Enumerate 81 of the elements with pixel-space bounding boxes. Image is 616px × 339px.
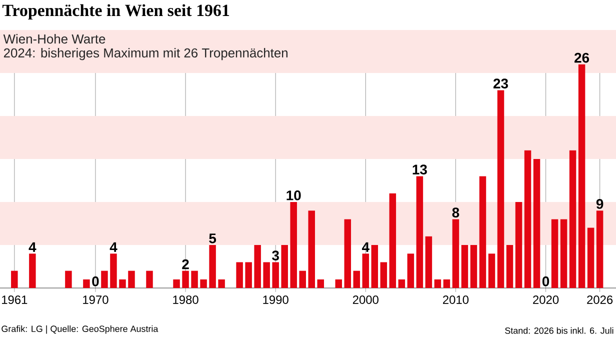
x-tick-label: 2000 bbox=[352, 296, 378, 304]
data-label: 23 bbox=[493, 78, 508, 89]
bar bbox=[371, 245, 378, 288]
data-label: 9 bbox=[596, 199, 604, 209]
bar bbox=[524, 150, 532, 288]
bar bbox=[128, 270, 135, 288]
x-tick-label: 1961 bbox=[2, 296, 28, 304]
bar bbox=[182, 270, 189, 288]
data-label: 4 bbox=[110, 242, 118, 252]
bar bbox=[434, 279, 442, 288]
bar bbox=[272, 262, 279, 288]
x-tick-label: 1990 bbox=[263, 296, 288, 304]
bar bbox=[344, 219, 352, 288]
annotation: Wien-Hohe Warte bbox=[3, 34, 106, 44]
bar bbox=[479, 176, 486, 288]
bar bbox=[254, 245, 261, 288]
bar bbox=[416, 176, 424, 288]
bar bbox=[218, 279, 225, 288]
x-tick-label: 2020 bbox=[533, 296, 559, 304]
data-label: 2 bbox=[182, 259, 189, 270]
bar bbox=[191, 270, 198, 288]
bar bbox=[110, 254, 117, 288]
bar bbox=[290, 202, 297, 288]
data-label: 3 bbox=[272, 250, 279, 261]
data-label: 8 bbox=[452, 208, 460, 218]
bar bbox=[443, 279, 450, 288]
data-label: 0 bbox=[542, 276, 550, 286]
bar bbox=[497, 90, 504, 288]
bar bbox=[83, 279, 90, 288]
text: Stand: 2026 bis inkl. 6. Juli bbox=[505, 327, 614, 334]
bar bbox=[515, 202, 522, 288]
bar bbox=[101, 270, 108, 288]
bar bbox=[335, 279, 342, 288]
bar bbox=[281, 245, 288, 288]
bar bbox=[596, 210, 604, 288]
bar bbox=[236, 262, 243, 288]
data-label: 13 bbox=[412, 164, 427, 175]
bar bbox=[551, 219, 558, 288]
annotation: 2024: bisheriges Maximum mit 26 Tropennächten bbox=[4, 48, 288, 60]
x-tick-label: 1970 bbox=[83, 296, 108, 304]
bar bbox=[11, 270, 18, 288]
x-tick-label: 1980 bbox=[173, 296, 198, 304]
bar bbox=[470, 245, 478, 288]
chart-title: Tropennächte in Wien seit 1961 bbox=[2, 4, 230, 20]
bar bbox=[263, 262, 270, 288]
bar bbox=[380, 262, 388, 288]
bar bbox=[506, 245, 514, 288]
bar bbox=[569, 150, 576, 288]
data-label: 4 bbox=[362, 242, 370, 252]
bar bbox=[560, 219, 568, 288]
bar bbox=[29, 254, 36, 288]
bar bbox=[308, 210, 315, 288]
bar bbox=[65, 270, 72, 288]
bar bbox=[353, 270, 360, 288]
bar bbox=[587, 228, 594, 288]
bar bbox=[425, 236, 432, 288]
bar bbox=[317, 279, 324, 288]
data-label: 5 bbox=[209, 234, 216, 244]
bar bbox=[578, 64, 586, 288]
bar bbox=[461, 245, 468, 288]
x-tick-label: 2010 bbox=[443, 296, 469, 304]
bar bbox=[362, 254, 370, 288]
bar bbox=[389, 193, 396, 288]
bar bbox=[398, 279, 406, 288]
data-label: 26 bbox=[574, 52, 590, 63]
bar bbox=[119, 279, 126, 288]
data-label: 4 bbox=[28, 242, 36, 252]
bar bbox=[209, 245, 216, 288]
data-label: 0 bbox=[92, 276, 99, 286]
bar bbox=[245, 262, 252, 288]
x-tick-label: 2026 bbox=[587, 296, 613, 304]
text: Grafik: LG | Quelle: GeoSphere Austria bbox=[2, 325, 158, 334]
bar bbox=[407, 254, 414, 288]
data-label: 10 bbox=[286, 190, 301, 200]
bar bbox=[299, 270, 306, 288]
bar bbox=[452, 219, 460, 288]
bar bbox=[533, 159, 540, 288]
bar bbox=[488, 254, 496, 288]
bar bbox=[146, 270, 153, 288]
bar bbox=[200, 279, 207, 288]
bar bbox=[173, 279, 180, 288]
